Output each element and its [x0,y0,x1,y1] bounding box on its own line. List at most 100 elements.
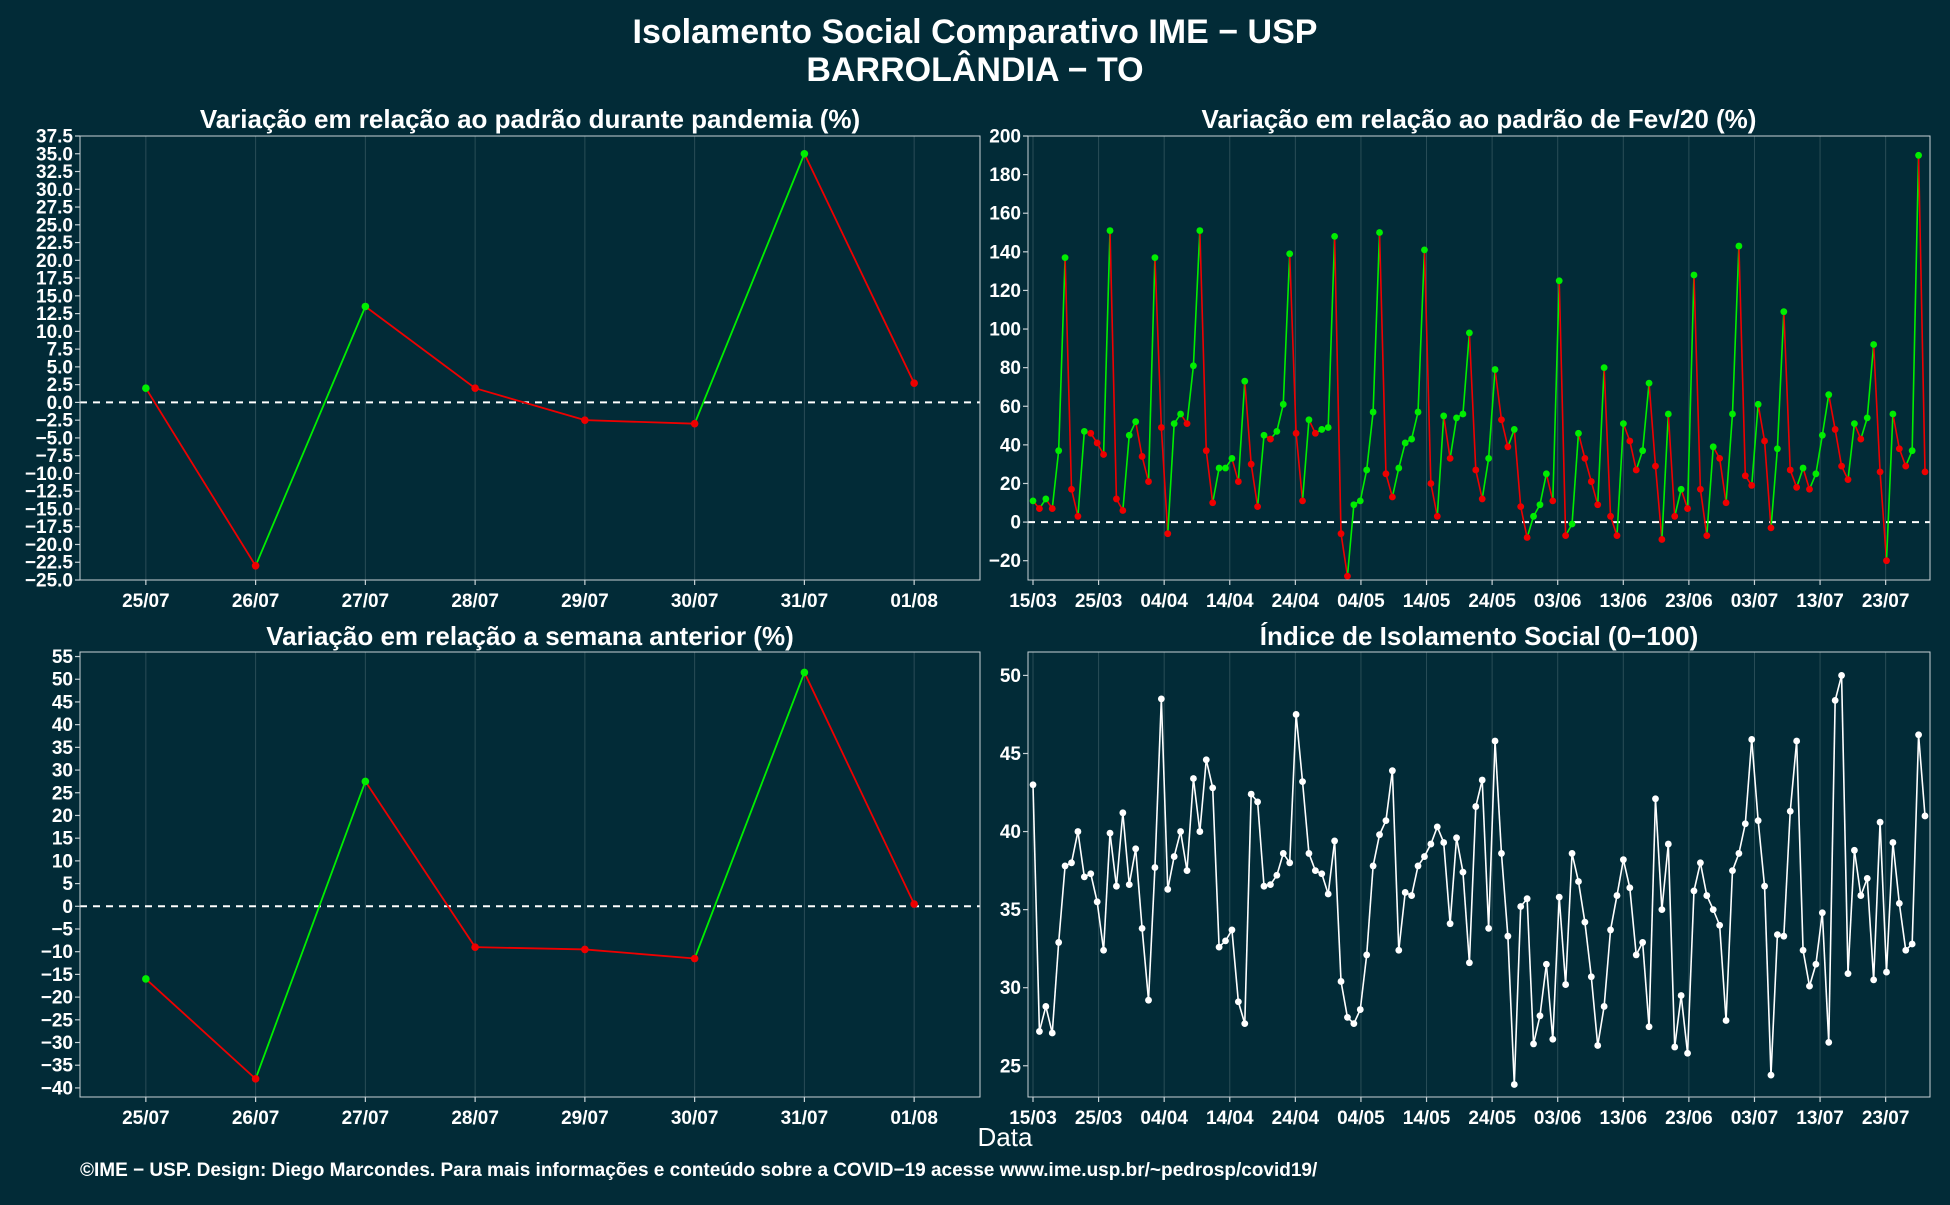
x-tick-label: 24/04 [1272,1108,1320,1129]
data-point [1145,478,1152,485]
series-segment [1481,780,1490,929]
y-tick-label: −15 [41,965,74,986]
series-segment [1449,837,1458,924]
series-segment [1596,367,1605,505]
data-point [1876,468,1884,476]
plot-frame [1027,651,1931,1098]
data-point [1825,391,1833,399]
data-point [1523,895,1531,903]
data-point [1722,1017,1730,1024]
data-point [1838,462,1845,470]
series-segment [1629,440,1638,471]
x-tick-label: 13/07 [1796,591,1844,612]
series-segment [1879,471,1888,561]
series-segment [1860,417,1869,440]
series-segment [1398,442,1406,469]
data-point [1376,229,1383,236]
series-segment [1243,381,1252,465]
data-point [1273,427,1281,435]
data-point [1254,798,1262,806]
series-segment [1199,759,1208,832]
series-segment [1654,466,1663,540]
data-point [1331,837,1339,845]
series-segment [1410,411,1419,440]
y-tick-label: 40 [1000,822,1021,843]
series-segment [1462,332,1471,415]
y-tick-label: 140 [989,242,1021,263]
series-segment [1449,417,1458,459]
data-point [1369,862,1377,870]
data-point [1093,898,1101,906]
series-segment [1821,394,1830,436]
data-point [1831,426,1839,433]
y-tick-label: 200 [989,127,1021,148]
data-point [1806,982,1813,990]
series-segment [1834,429,1843,467]
data-point [1260,431,1268,439]
data-point [1311,429,1319,437]
series-segment [1815,912,1824,965]
x-tick-label: 24/05 [1468,1108,1516,1129]
series-segment [1327,840,1336,895]
y-tick-label: 45 [1000,744,1022,765]
y-tick-label: 60 [1000,397,1021,418]
data-point [1395,464,1403,472]
series-segment [1077,831,1086,877]
y-tick-label: −25.0 [25,571,73,592]
x-tick-label: 23/07 [1862,591,1910,612]
data-point [1549,1035,1557,1043]
data-point [1870,341,1878,348]
y-tick-label: 20 [52,806,73,827]
series-segment [1558,897,1567,985]
data-point [1324,424,1332,431]
series-segment [1301,419,1310,501]
y-tick-label: 22.5 [36,233,73,254]
y-tick-label: −40 [41,1078,73,1099]
x-tick-label: 27/07 [342,591,390,612]
panel-title: Índice de Isolamento Social (0−100) [1260,621,1699,651]
data-point [1555,277,1563,285]
series-segment [1359,469,1368,502]
data-point [1838,672,1845,679]
data-point [1036,505,1043,512]
data-point [1215,464,1223,472]
data-point [1652,462,1659,470]
series-segment [1667,844,1676,1048]
series-segment [1731,246,1740,415]
data-point [1388,767,1396,775]
series-segment [1365,411,1374,471]
x-tick-label: 28/07 [451,591,499,612]
data-point [690,419,699,428]
y-tick-label: 180 [989,165,1021,186]
data-point [1100,946,1107,954]
series-segment [1885,413,1894,561]
series-segment [1808,964,1817,987]
data-point [1857,435,1865,443]
data-point [1196,828,1204,835]
data-point [1818,431,1826,439]
series-segment [1179,831,1188,871]
data-point [1446,454,1454,462]
data-point [1626,437,1634,445]
series-segment [1391,770,1400,951]
data-point [1106,829,1114,837]
data-point [1889,410,1897,418]
x-tick-label: 14/05 [1403,591,1451,612]
panel-isolation-index: Índice de Isolamento Social (0−100) 50 45 4… [1000,621,1931,1129]
data-point [1164,885,1172,893]
y-tick-label: −35 [41,1056,74,1077]
x-tick-label: 23/07 [1862,1108,1910,1129]
series-segment [1134,421,1143,457]
data-point [1286,859,1294,867]
data-point [1119,507,1127,514]
data-point [1048,505,1056,512]
data-point [1587,478,1595,485]
data-point [1125,881,1133,889]
data-point [1761,437,1768,445]
data-point [1337,530,1345,538]
x-tick-label: 15/03 [1009,1108,1057,1129]
data-point [1356,1006,1364,1013]
data-point [1709,443,1717,451]
data-point [1530,512,1537,520]
y-tick-label: 80 [1000,358,1021,379]
